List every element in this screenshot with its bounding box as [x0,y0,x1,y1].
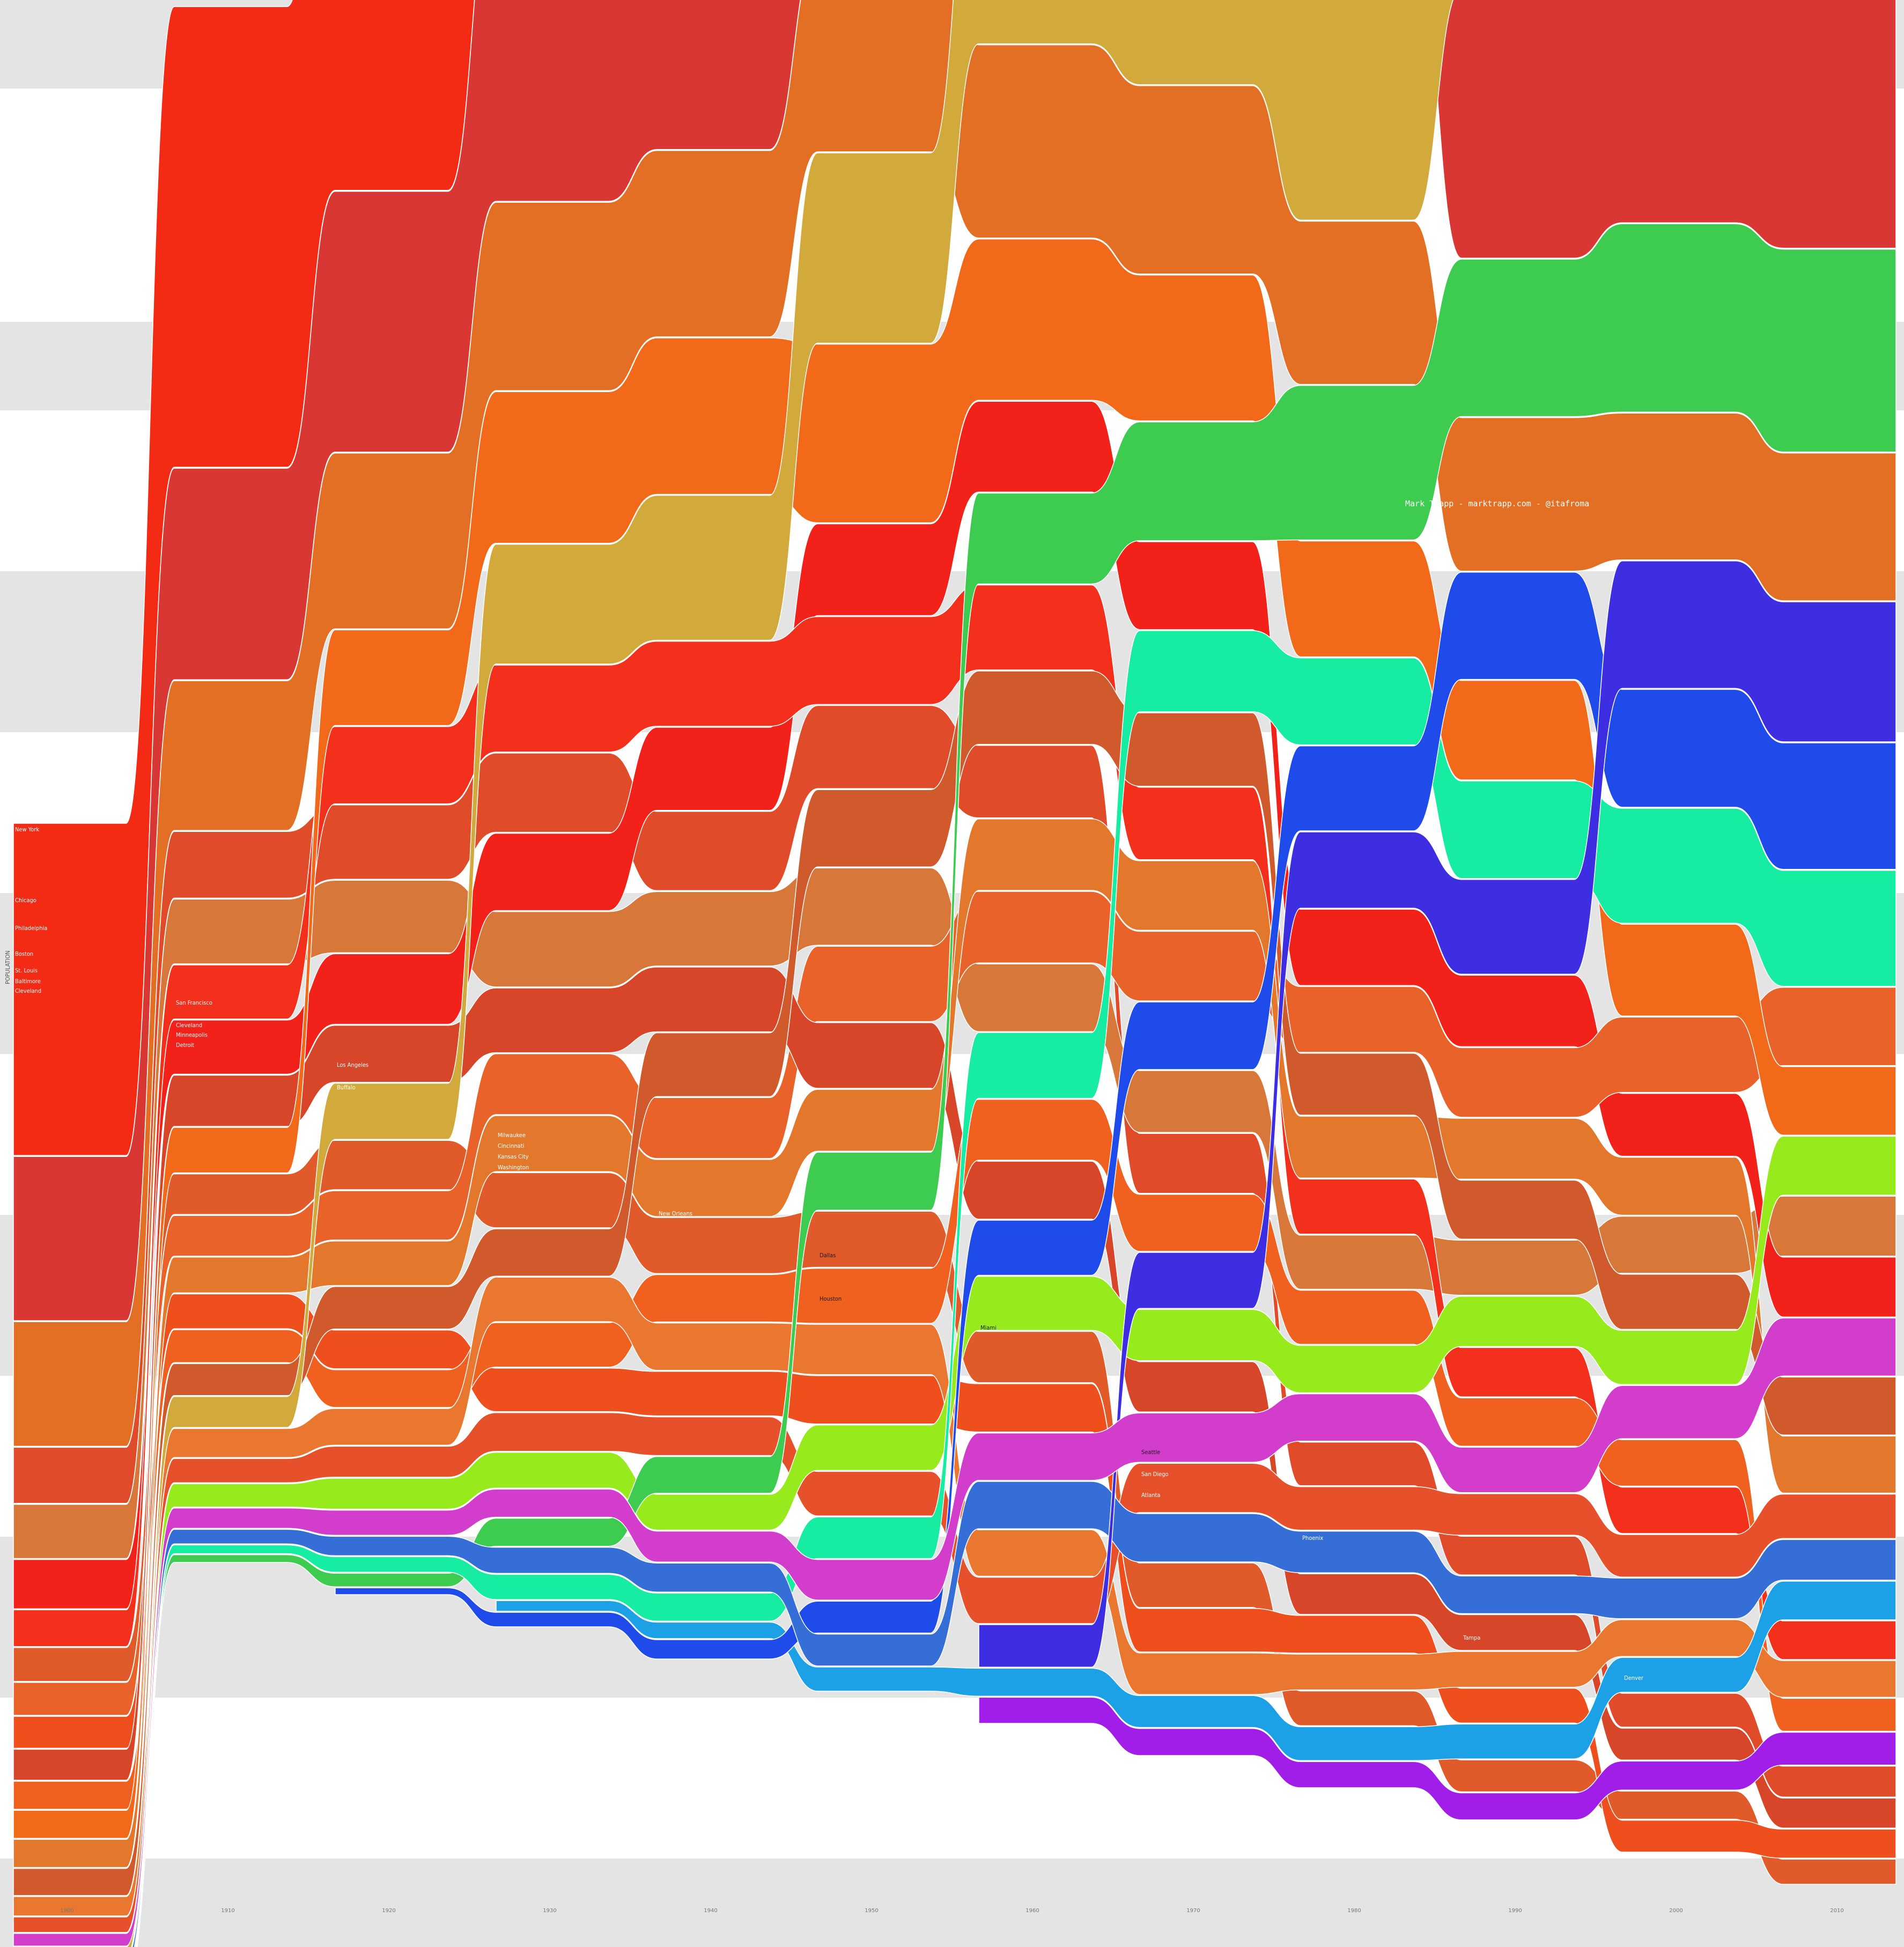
y-axis-label: POPULATION [4,950,11,984]
label-houston: Houston [820,1295,842,1302]
tick-1970: 1970 [1186,1908,1200,1914]
label-new-orleans: New Orleans [659,1210,692,1217]
tick-1940: 1940 [704,1908,717,1914]
label-seattle: Seattle [1141,1449,1160,1456]
label-buffalo: Buffalo [337,1084,356,1091]
label-cleveland: Cleveland [15,987,41,994]
label-san-diego: San Diego [1141,1471,1169,1478]
label-miami: Miami [980,1324,997,1331]
series-flows [13,0,1896,1947]
label-tampa: Tampa [1463,1634,1480,1641]
label-kansas-city: Kansas City [498,1153,529,1160]
label-detroit: Detroit [176,1042,194,1049]
series-flow-san-francisco [13,891,1896,1716]
tick-1960: 1960 [1025,1908,1039,1914]
label-milwaukee: Milwaukee [498,1132,526,1139]
tick-1900: 1900 [60,1908,73,1914]
label-new-york: New York [15,826,39,833]
tick-1930: 1930 [543,1908,556,1914]
series-flow-dallas [136,630,1896,1947]
label-washington: Washington [498,1164,529,1171]
background-stripe [0,1858,1904,1947]
label-phoenix: Phoenix [1302,1535,1323,1542]
tick-1920: 1920 [382,1908,395,1914]
tick-1980: 1980 [1347,1908,1361,1914]
series-flow-cleveland [13,584,1896,1660]
label-philadelphia: Philadelphia [15,925,47,932]
series-flow-pittsburgh [13,967,1896,1828]
tick-1990: 1990 [1508,1908,1522,1914]
series-flow-tampa [978,1697,1896,1820]
label-los-angeles: Los Angeles [337,1061,368,1068]
tick-2000: 2000 [1669,1908,1682,1914]
series-flow-denver [13,1317,1896,1946]
series-flow-atlanta [131,1481,1896,1947]
label-cleveland-1910: Cleveland [176,1022,202,1029]
label-san-francisco: San Francisco [176,999,212,1006]
series-flow-buffalo [13,1140,1896,1885]
series-flow-los-angeles [13,0,1453,1947]
series-flow-milwaukee [13,818,1896,1868]
label-cincinnati: Cincinnati [498,1142,524,1149]
series-flow-san-diego [335,572,1896,1660]
series-flow-kansas-city [13,1412,1896,1933]
series-flow-detroit [13,238,1896,1839]
credit-text: Mark Trapp - marktrapp.com - @itafroma [1405,499,1589,508]
tick-2010: 2010 [1830,1908,1843,1914]
label-denver: Denver [1624,1675,1644,1682]
city-labels: New York Chicago Philadelphia Boston St.… [15,826,1644,1682]
series-flow-baltimore [13,401,1896,1610]
series-flow-miami [496,1581,1896,1761]
label-minneapolis: Minneapolis [176,1031,208,1038]
label-baltimore: Baltimore [15,978,41,985]
label-atlanta: Atlanta [1141,1492,1160,1499]
label-st-louis: St. Louis [15,967,38,974]
series-flow-boston [13,867,1896,1559]
series-flow-minneapolis [13,1277,1896,1916]
label-dallas: Dallas [820,1252,836,1259]
series-flow-phoenix [978,560,1896,1668]
series-flow-washington [13,670,1896,1896]
series-flow-houston [135,223,1896,1947]
tick-1910: 1910 [221,1908,234,1914]
year-axis: 1900 1910 1920 1930 1940 1950 1960 1970 … [60,1908,1843,1914]
tick-1950: 1950 [865,1908,878,1914]
label-chicago: Chicago [15,897,36,904]
label-boston: Boston [15,950,33,957]
